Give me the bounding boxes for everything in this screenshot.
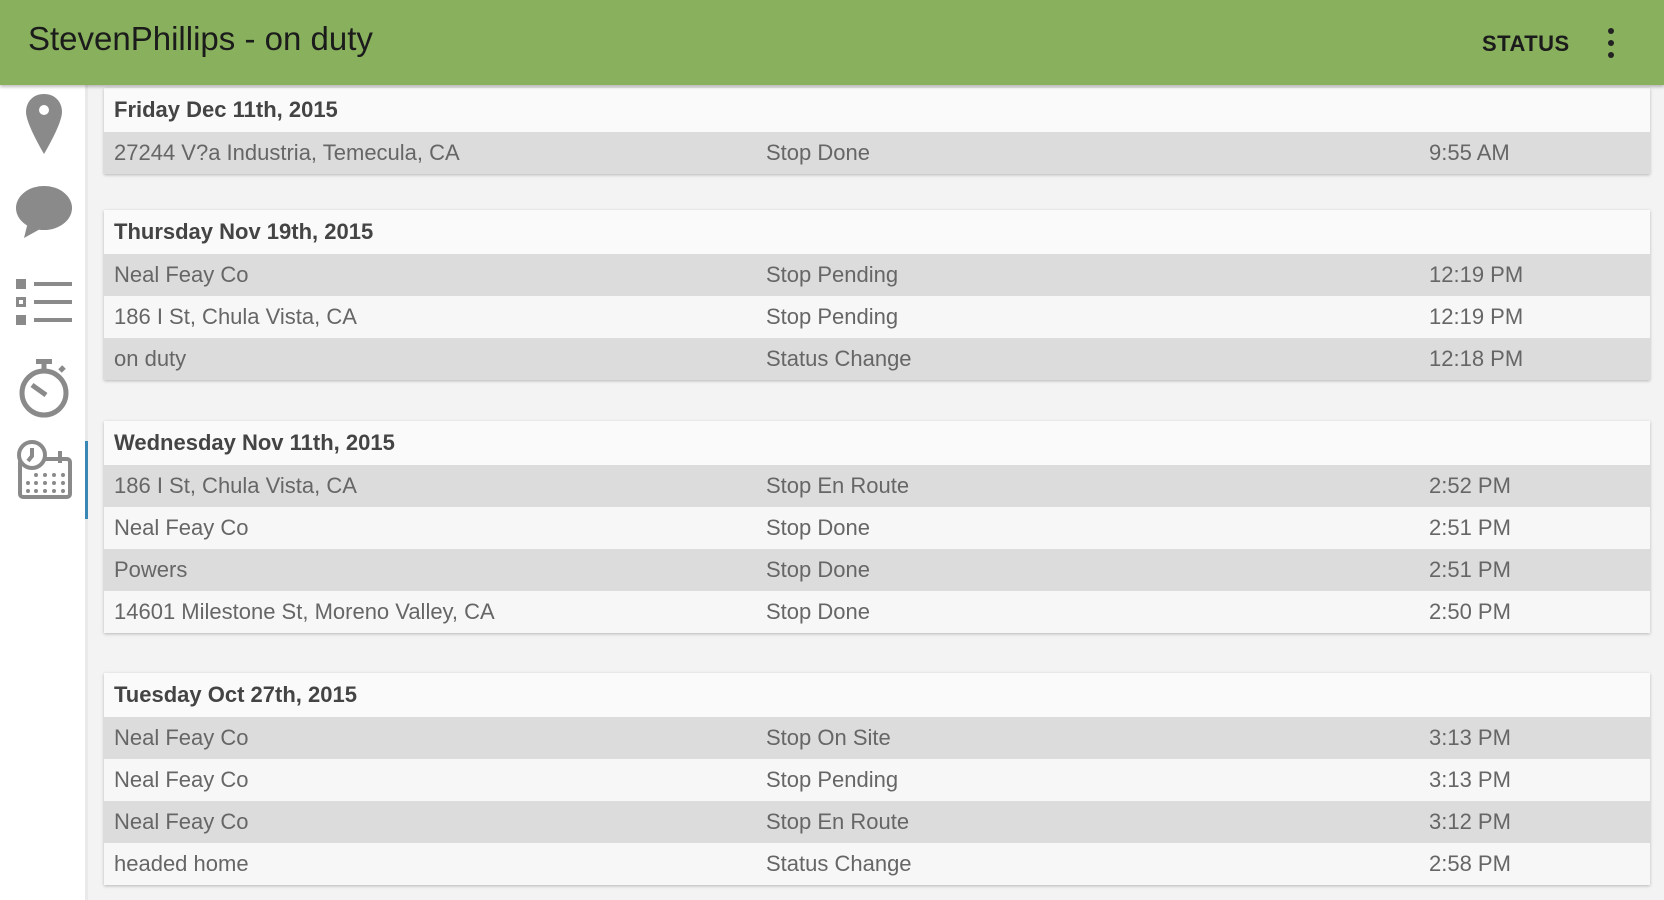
history-calendar-icon <box>17 440 72 499</box>
event-time: 3:12 PM <box>1429 809 1511 834</box>
event-time: 12:19 PM <box>1429 262 1524 287</box>
chat-bubble-icon <box>16 186 72 238</box>
day-card: Friday Dec 11th, 2015 27244 V?a Industri… <box>104 88 1650 174</box>
table-row[interactable]: 27244 V?a Industria, Temecula, CA Stop Do… <box>104 132 1650 174</box>
event-time: 12:18 PM <box>1429 346 1524 371</box>
table-row[interactable]: 186 I St, Chula Vista, CA Stop Pending 12:… <box>104 296 1650 338</box>
status-button[interactable]: STATUS <box>1482 31 1570 56</box>
event-type: Stop En Route <box>766 809 910 834</box>
event-name: 186 I St, Chula Vista, CA <box>114 304 357 329</box>
event-name: Powers <box>114 557 188 582</box>
event-time: 2:51 PM <box>1429 557 1511 582</box>
event-type: Stop Pending <box>766 767 899 792</box>
day-date: Thursday Nov 19th, 2015 <box>114 219 374 244</box>
event-time: 2:51 PM <box>1429 515 1511 540</box>
event-name: Neal Feay Co <box>114 725 249 750</box>
map-pin-icon <box>26 94 62 154</box>
table-row[interactable]: 14601 Milestone St, Moreno Valley, CA Sto… <box>104 591 1650 633</box>
event-time: 12:19 PM <box>1429 304 1524 329</box>
event-type: Stop Done <box>766 599 870 624</box>
table-row[interactable]: Neal Feay Co Stop Pending 3:13 PM <box>104 759 1650 801</box>
sidebar-item-messages[interactable] <box>10 177 78 247</box>
event-name: Neal Feay Co <box>114 262 249 287</box>
sidebar-item-timer[interactable] <box>10 353 78 423</box>
sidebar-item-history[interactable] <box>10 435 88 519</box>
sidebar-item-list[interactable] <box>10 267 78 337</box>
table-row[interactable]: headed home Status Change 2:58 PM <box>104 843 1650 885</box>
event-type: Stop On Site <box>766 725 891 750</box>
day-date: Friday Dec 11th, 2015 <box>114 97 338 122</box>
event-type: Stop Done <box>766 557 870 582</box>
event-time: 3:13 PM <box>1429 767 1511 792</box>
event-name: on duty <box>114 346 187 371</box>
sidebar <box>0 85 88 900</box>
table-row[interactable]: Powers Stop Done 2:51 PM <box>104 549 1650 591</box>
table-row[interactable]: Neal Feay Co Stop Done 2:51 PM <box>104 507 1650 549</box>
day-card: Wednesday Nov 11th, 2015 186 I St, Chula… <box>104 421 1650 633</box>
event-type: Stop Done <box>766 140 870 165</box>
day-date: Wednesday Nov 11th, 2015 <box>114 430 395 455</box>
more-vert-icon[interactable] <box>1606 28 1616 58</box>
day-card: Tuesday Oct 27th, 2015 Neal Feay Co Stop … <box>104 673 1650 885</box>
stopwatch-icon <box>19 359 69 418</box>
event-type: Stop Done <box>766 515 870 540</box>
day-card: Thursday Nov 19th, 2015 Neal Feay Co Stop… <box>104 210 1650 380</box>
event-name: Neal Feay Co <box>114 809 249 834</box>
sidebar-item-map[interactable] <box>10 89 78 159</box>
event-type: Stop En Route <box>766 473 910 498</box>
event-time: 2:58 PM <box>1429 851 1511 876</box>
day-date: Tuesday Oct 27th, 2015 <box>114 682 357 707</box>
event-name: Neal Feay Co <box>114 515 249 540</box>
event-name: 27244 V?a Industria, Temecula, CA <box>114 140 460 165</box>
table-row[interactable]: on duty Status Change 12:18 PM <box>104 338 1650 380</box>
app-bar: StevenPhillips - on duty STATUS <box>0 0 1664 85</box>
table-row[interactable]: Neal Feay Co Stop On Site 3:13 PM <box>104 717 1650 759</box>
event-type: Stop Pending <box>766 262 899 287</box>
event-type: Status Change <box>766 346 912 371</box>
event-type: Status Change <box>766 851 912 876</box>
table-row[interactable]: Neal Feay Co Stop En Route 3:12 PM <box>104 801 1650 843</box>
list-icon <box>16 279 72 325</box>
event-name: 186 I St, Chula Vista, CA <box>114 473 357 498</box>
event-time: 2:50 PM <box>1429 599 1511 624</box>
table-row[interactable]: Neal Feay Co Stop Pending 12:19 PM <box>104 254 1650 296</box>
event-name: Neal Feay Co <box>114 767 249 792</box>
event-type: Stop Pending <box>766 304 899 329</box>
event-time: 2:52 PM <box>1429 473 1511 498</box>
event-name: 14601 Milestone St, Moreno Valley, CA <box>114 599 495 624</box>
table-row[interactable]: 186 I St, Chula Vista, CA Stop En Route 2:… <box>104 465 1650 507</box>
event-time: 9:55 AM <box>1429 140 1510 165</box>
page-title: StevenPhillips - on duty <box>28 20 373 57</box>
event-time: 3:13 PM <box>1429 725 1511 750</box>
event-name: headed home <box>114 851 249 876</box>
